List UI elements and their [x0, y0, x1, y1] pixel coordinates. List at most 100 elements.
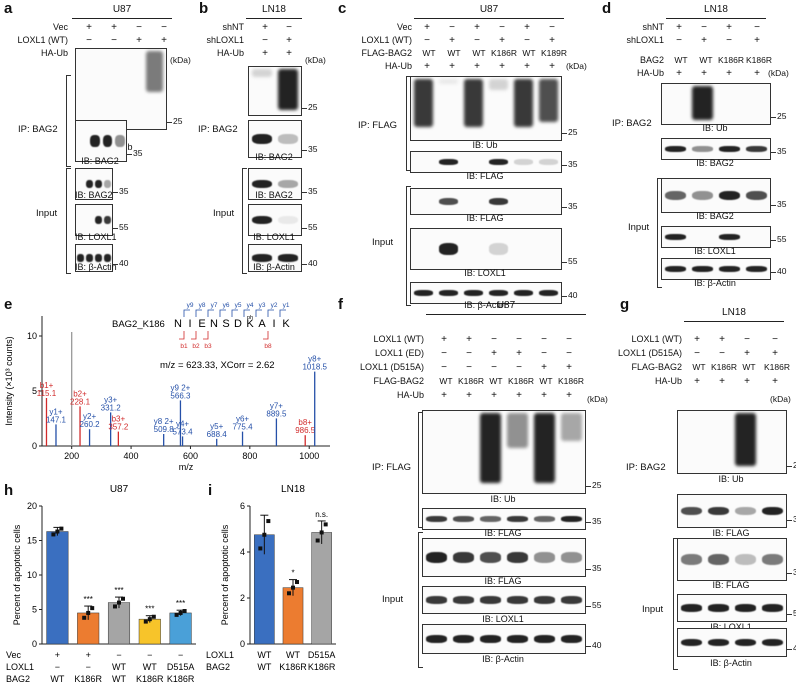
- band: [692, 146, 713, 152]
- condition-label: shLOXL1: [626, 35, 664, 45]
- bar: [138, 618, 161, 645]
- condition-value: −: [466, 362, 472, 373]
- input-label: Input: [36, 208, 58, 219]
- band: [762, 506, 783, 516]
- mw-marker: 35: [585, 563, 602, 573]
- sequence-residue: K: [246, 318, 254, 330]
- band: [708, 553, 729, 566]
- blot-image: [422, 624, 586, 654]
- band: [561, 413, 582, 441]
- condition-value: +: [136, 35, 142, 46]
- band: [252, 69, 272, 78]
- condition-value: WT: [143, 662, 157, 672]
- condition-value: WT: [50, 674, 64, 684]
- condition-value: +: [111, 22, 117, 33]
- band: [453, 552, 474, 563]
- band: [95, 254, 102, 262]
- mw-marker: 40: [112, 258, 129, 268]
- y-ion-label: y3: [259, 302, 266, 309]
- mw-marker: 40: [786, 643, 796, 653]
- mw-marker: 55: [786, 608, 796, 618]
- blot-image: [661, 138, 771, 160]
- band: [77, 254, 84, 262]
- condition-value: +: [754, 35, 760, 46]
- input-bracket: [66, 168, 71, 274]
- condition-value: −: [719, 348, 725, 359]
- peak-ion-label: y1+: [49, 407, 62, 416]
- band: [86, 179, 93, 189]
- band: [104, 254, 111, 262]
- band: [746, 190, 767, 201]
- condition-value: +: [701, 35, 707, 46]
- condition-label: shNT: [222, 22, 244, 32]
- band: [439, 290, 458, 296]
- condition-value: −: [161, 22, 167, 33]
- condition-value: +: [754, 68, 760, 79]
- ib-label: IB: Ub: [702, 123, 728, 133]
- condition-value: −: [474, 35, 480, 46]
- blot-image: [410, 151, 562, 173]
- significance-label: ***: [84, 595, 93, 604]
- panel-label: d: [602, 0, 612, 17]
- y-axis-label: Intensity (×10³ counts): [4, 336, 14, 425]
- blot-image: [422, 410, 586, 494]
- band: [453, 516, 474, 522]
- band: [762, 638, 783, 647]
- x-tick-label: 800: [242, 451, 257, 461]
- condition-value: −: [441, 348, 447, 359]
- condition-value: +: [55, 650, 60, 660]
- condition-value: +: [541, 362, 547, 373]
- condition-label: Vec: [396, 22, 412, 32]
- mw-marker: 55: [585, 600, 602, 610]
- data-point: [174, 612, 179, 617]
- band: [95, 179, 102, 189]
- y-tick-label: 10: [27, 331, 37, 341]
- band: [439, 243, 458, 255]
- chart-title: U87: [110, 484, 129, 495]
- condition-value: K186R: [74, 674, 102, 684]
- condition-value: +: [499, 61, 505, 72]
- data-point: [266, 519, 271, 524]
- data-point: [51, 532, 56, 537]
- band: [439, 198, 458, 205]
- sequence-residue: K: [282, 318, 290, 330]
- data-point: [86, 610, 91, 615]
- mw-marker: 55: [561, 256, 578, 266]
- blot-image: [75, 204, 113, 236]
- mw-marker: 55: [301, 222, 318, 232]
- condition-value: −: [541, 348, 547, 359]
- data-point: [143, 619, 148, 624]
- significance-label: *: [291, 569, 294, 578]
- data-point: [178, 610, 183, 615]
- condition-value: +: [262, 48, 268, 59]
- data-point: [319, 530, 324, 535]
- input-bracket: [657, 178, 662, 288]
- condition-value: K186R: [558, 376, 584, 386]
- condition-label: BAG2: [639, 55, 664, 65]
- condition-value: +: [161, 35, 167, 46]
- condition-value: −: [524, 35, 530, 46]
- condition-value: −: [754, 22, 760, 33]
- blot-image: [661, 226, 771, 248]
- peak-ion-label: y4+: [176, 419, 189, 428]
- band: [762, 604, 783, 612]
- peak-ion-label: y9 2+: [171, 383, 191, 392]
- y-ion-bracket: [207, 309, 214, 317]
- band: [665, 190, 686, 201]
- band: [464, 290, 483, 296]
- b-ion-label: b2: [192, 343, 200, 350]
- ib-label: IB: BAG2: [255, 190, 293, 200]
- condition-value: +: [499, 35, 505, 46]
- condition-value: WT: [674, 55, 688, 65]
- b-ion-bracket: [203, 331, 209, 340]
- condition-label: LOXL1: [6, 662, 34, 672]
- blot-image: [75, 244, 113, 272]
- band: [90, 135, 100, 147]
- condition-value: −: [491, 362, 497, 373]
- panel-label: b: [199, 0, 209, 17]
- condition-value: +: [772, 376, 778, 387]
- blot-image: [677, 594, 787, 622]
- y-tick-label: 5: [32, 605, 37, 615]
- band: [514, 79, 533, 128]
- band: [252, 133, 272, 145]
